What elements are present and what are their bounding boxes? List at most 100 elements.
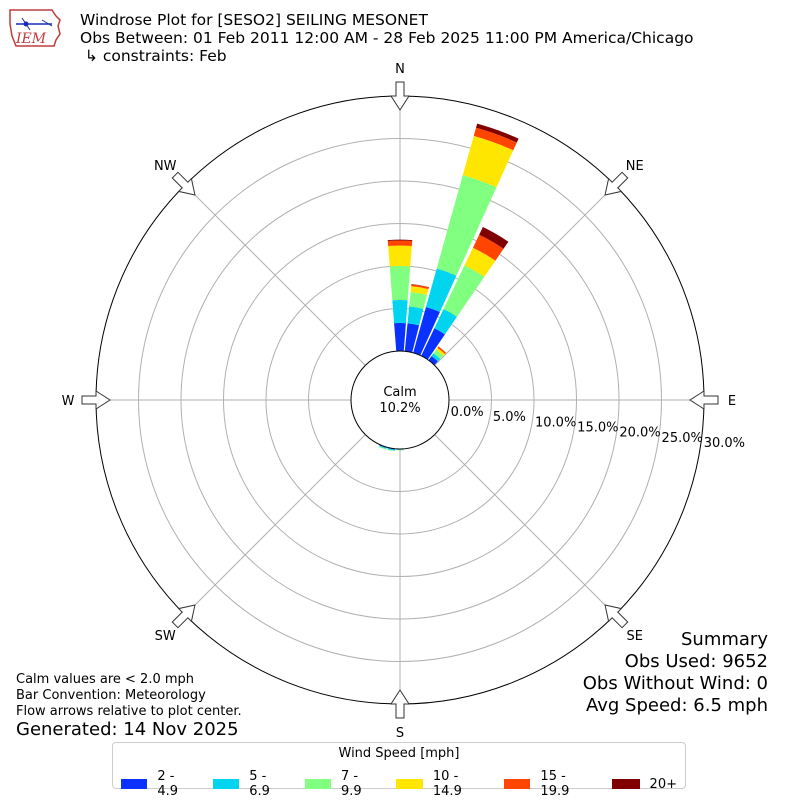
windrose-bar — [436, 175, 497, 276]
legend: Wind Speed [mph] 2 - 4.9 5 - 6.9 7 - 9.9 10… — [112, 742, 686, 799]
legend-swatch — [304, 779, 332, 789]
summary-box: Summary Obs Used: 9652 Obs Without Wind:… — [583, 629, 768, 717]
summary-title: Summary — [681, 629, 768, 650]
generated-date: Generated: 14 Nov 2025 — [16, 719, 239, 740]
r-tick-label: 30.0% — [704, 436, 745, 451]
direction-arrow — [171, 171, 196, 196]
title-line-2: Obs Between: 01 Feb 2011 12:00 AM - 28 F… — [80, 29, 694, 47]
windrose-bar — [411, 283, 429, 288]
grid-spoke — [434, 184, 616, 366]
note-convention: Bar Convention: Meteorology — [16, 688, 206, 703]
grid-spoke — [184, 434, 366, 616]
note-arrows: Flow arrows relative to plot center. — [16, 704, 242, 719]
r-tick-label: 25.0% — [662, 431, 703, 446]
calm-label: Calm — [383, 385, 416, 400]
direction-arrow — [171, 604, 196, 629]
windrose-bar — [473, 127, 517, 151]
legend-title: Wind Speed [mph] — [338, 746, 460, 761]
legend-label: 5 - 6.9 — [249, 769, 270, 799]
direction-label: NE — [626, 159, 644, 174]
title-line-1: Windrose Plot for [SESO2] SEILING MESONE… — [80, 11, 428, 29]
legend-items: 2 - 4.9 5 - 6.9 7 - 9.9 10 - 14.9 15 - 19.9 2… — [113, 769, 685, 799]
direction-label: N — [395, 62, 405, 77]
summary-obs-without-wind: Obs Without Wind: 0 — [582, 673, 768, 694]
direction-label: SE — [627, 629, 643, 644]
windrose-bar — [472, 234, 504, 261]
legend-label: 10 - 14.9 — [432, 769, 462, 799]
legend-swatch — [121, 779, 148, 789]
legend-item: 20+ — [611, 769, 677, 799]
legend-item: 10 - 14.9 — [396, 769, 488, 799]
windrose-bar — [421, 328, 445, 360]
windrose-bar — [464, 247, 496, 277]
legend-label: 7 - 9.9 — [341, 769, 362, 799]
legend-swatch — [611, 779, 640, 789]
direction-arrow — [390, 81, 410, 111]
windrose-bar — [434, 309, 457, 335]
windrose-bar — [476, 123, 519, 143]
direction-arrow — [390, 689, 410, 719]
title-line-3: ↳ constraints: Feb — [80, 47, 227, 65]
notes: Calm values are < 2.0 mph Bar Convention… — [16, 672, 242, 720]
r-tick-label: 15.0% — [577, 421, 618, 436]
windrose-bar — [425, 268, 457, 313]
r-tick-label: 5.0% — [493, 410, 526, 425]
direction-label: S — [396, 726, 404, 741]
legend-label: 2 - 4.9 — [157, 769, 179, 799]
legend-swatch — [212, 779, 240, 789]
windrose-bar — [431, 353, 441, 362]
windrose-bar — [396, 449, 404, 451]
summary-obs-used: Obs Used: 9652 — [624, 651, 768, 672]
legend-item: 5 - 6.9 — [212, 769, 289, 799]
windrose-bar — [387, 239, 413, 241]
r-tick-label: 20.0% — [619, 426, 660, 441]
windrose-bar — [392, 300, 408, 324]
windrose-bar — [413, 306, 440, 356]
calm-value: 10.2% — [379, 401, 420, 416]
windrose-bar — [411, 284, 429, 290]
windrose-bar — [387, 240, 413, 247]
iem-logo: IEM — [6, 6, 64, 50]
windrose-bar — [435, 347, 445, 356]
chart-title: Windrose Plot for [SESO2] SEILING MESONE… — [80, 11, 694, 65]
r-tick-label: 0.0% — [451, 405, 484, 420]
legend-item: 15 - 19.9 — [504, 769, 596, 799]
r-tick-label: 10.0% — [535, 415, 576, 430]
direction-arrow — [604, 171, 629, 196]
windrose-bar — [409, 292, 427, 309]
direction-label: SW — [155, 629, 176, 644]
note-calm: Calm values are < 2.0 mph — [16, 672, 195, 687]
legend-label: 15 - 19.9 — [540, 769, 570, 799]
legend-label: 20+ — [649, 776, 677, 792]
windrose-bar — [443, 265, 485, 317]
legend-swatch — [504, 779, 531, 789]
windrose-bar — [387, 448, 396, 451]
windrose-bar — [479, 227, 509, 249]
windrose-bar — [433, 349, 444, 359]
direction-arrow — [81, 390, 111, 410]
windrose-bar — [378, 446, 387, 450]
windrose-bar — [410, 286, 429, 295]
legend-item: 2 - 4.9 — [121, 769, 197, 799]
calm-circle — [350, 350, 450, 450]
logo-text: IEM — [15, 31, 47, 47]
windrose-bar — [387, 449, 396, 452]
windrose-bar — [388, 245, 412, 267]
direction-arrow — [689, 390, 719, 410]
direction-label: W — [62, 394, 75, 409]
windrose-bar — [407, 306, 424, 326]
windrose-bar — [394, 322, 406, 352]
windrose-bar — [404, 323, 420, 353]
windrose-bar — [389, 266, 411, 301]
legend-swatch — [396, 779, 423, 789]
windrose-bar — [437, 346, 447, 355]
grid-spoke — [434, 434, 616, 616]
direction-label: NW — [154, 159, 177, 174]
grid-spoke — [184, 184, 366, 366]
direction-label: E — [728, 394, 736, 409]
windrose-bar — [428, 356, 438, 365]
windrose-bar — [462, 135, 514, 188]
windrose-bar — [379, 445, 387, 449]
summary-avg-speed: Avg Speed: 6.5 mph — [586, 695, 768, 716]
